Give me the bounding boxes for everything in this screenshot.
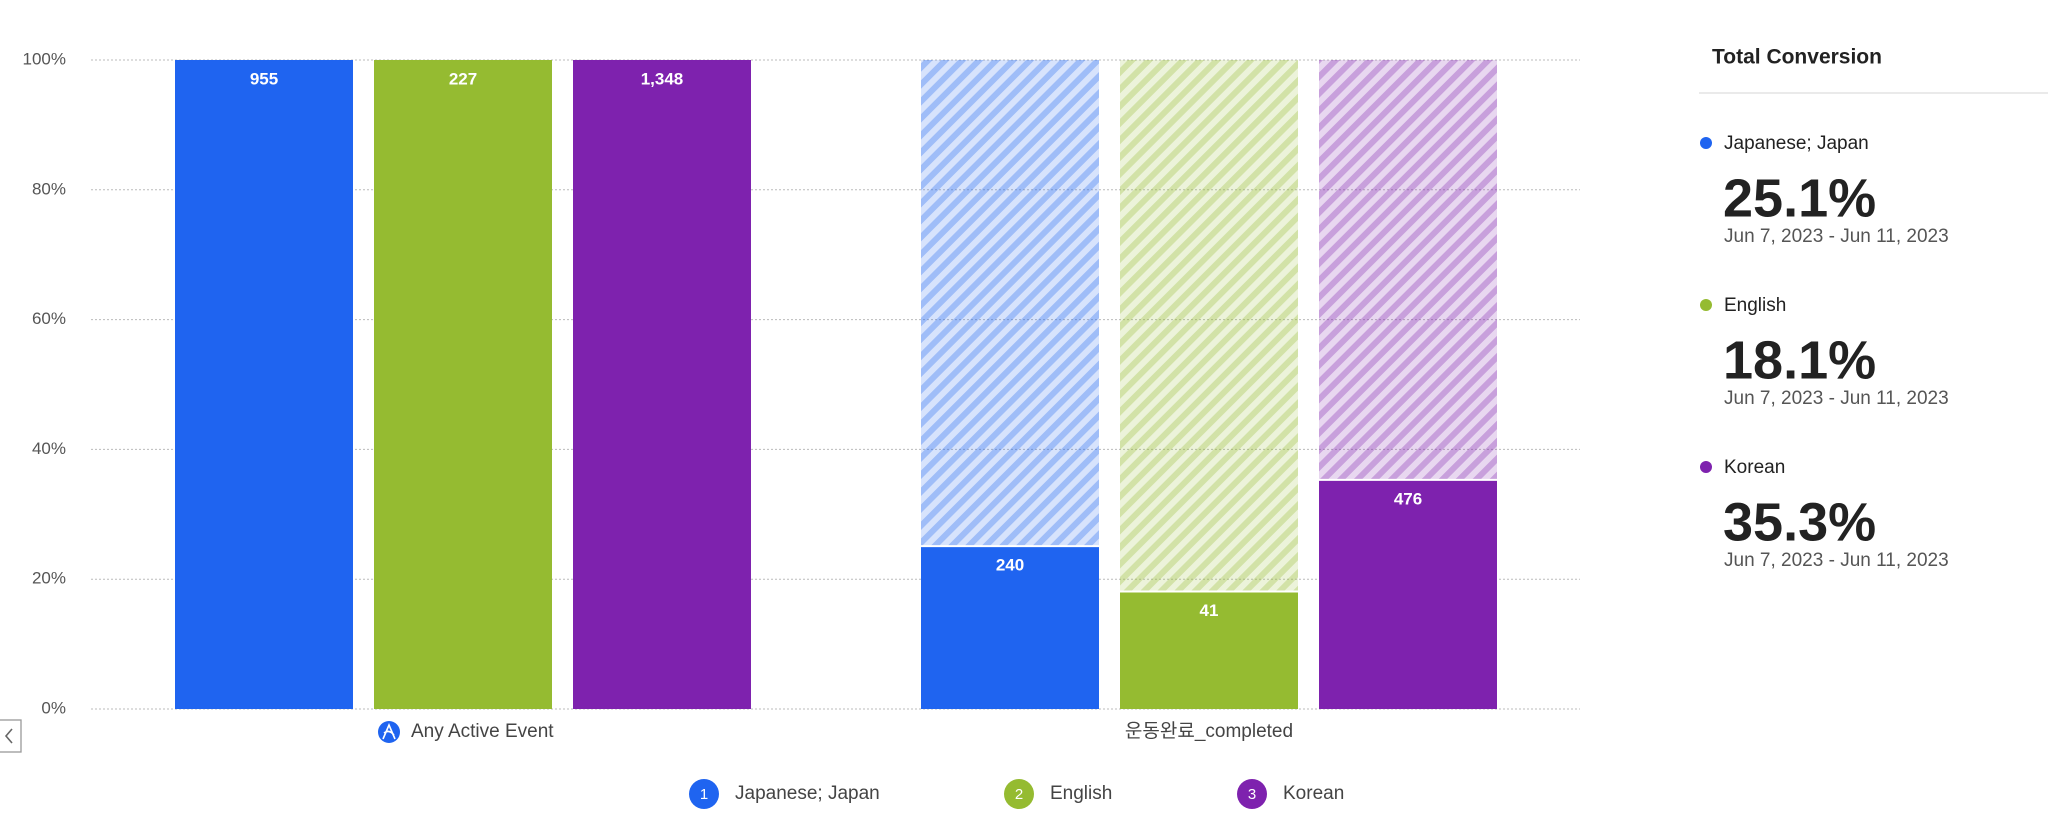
summary-conversion: 18.1% bbox=[1723, 330, 1876, 390]
y-tick-label: 80% bbox=[32, 179, 66, 198]
legend-marker bbox=[1237, 779, 1267, 809]
y-tick-label: 100% bbox=[23, 49, 66, 68]
y-tick-label: 20% bbox=[32, 569, 66, 588]
summary-dot bbox=[1700, 299, 1712, 311]
summary-name: English bbox=[1724, 295, 1786, 316]
legend-marker bbox=[1004, 779, 1034, 809]
y-tick-label: 0% bbox=[41, 698, 66, 717]
dropoff-area bbox=[921, 60, 1099, 547]
summary-dot bbox=[1700, 461, 1712, 473]
legend-index: 1 bbox=[700, 786, 708, 803]
bar bbox=[573, 60, 751, 709]
summary-conversion: 25.1% bbox=[1723, 168, 1876, 228]
count-label: 240 bbox=[996, 556, 1024, 575]
dropoff-area bbox=[1120, 60, 1298, 592]
count-label: 227 bbox=[449, 69, 477, 88]
y-tick-label: 60% bbox=[32, 309, 66, 328]
summary-date: Jun 7, 2023 - Jun 11, 2023 bbox=[1724, 550, 1949, 571]
legend-label: English bbox=[1050, 783, 1112, 804]
bar bbox=[374, 60, 552, 709]
x-tick-label: Any Active Event bbox=[411, 721, 554, 742]
count-label: 1,348 bbox=[641, 69, 684, 88]
summary-date: Jun 7, 2023 - Jun 11, 2023 bbox=[1724, 226, 1949, 247]
dropoff-area bbox=[1319, 60, 1497, 480]
summary-date: Jun 7, 2023 - Jun 11, 2023 bbox=[1724, 388, 1949, 409]
collapse-button[interactable] bbox=[0, 719, 22, 753]
legend-item[interactable]: 3 Korean bbox=[1237, 779, 1344, 809]
bar bbox=[921, 546, 1099, 709]
y-tick-label: 40% bbox=[32, 439, 66, 458]
legend-index: 2 bbox=[1015, 786, 1023, 803]
legend-marker bbox=[689, 779, 719, 809]
count-label: 955 bbox=[250, 69, 278, 88]
event-icon bbox=[378, 721, 400, 743]
legend-label: Korean bbox=[1283, 783, 1344, 804]
legend-label: Japanese; Japan bbox=[735, 783, 880, 804]
bar bbox=[175, 60, 353, 709]
summary-name: Korean bbox=[1724, 457, 1785, 478]
legend-item[interactable]: 2 English bbox=[1004, 779, 1112, 809]
legend-index: 3 bbox=[1248, 786, 1256, 803]
summary-name: Japanese; Japan bbox=[1724, 133, 1869, 154]
x-tick-label: 운동완료_completed bbox=[1125, 720, 1293, 742]
summary-dot bbox=[1700, 137, 1712, 149]
count-label: 41 bbox=[1200, 601, 1219, 620]
count-label: 476 bbox=[1394, 489, 1422, 508]
bar bbox=[1120, 591, 1298, 709]
legend-item[interactable]: 1 Japanese; Japan bbox=[689, 779, 880, 809]
summary-title: Total Conversion bbox=[1712, 46, 1882, 69]
bar bbox=[1319, 479, 1497, 709]
event-icon-glyph bbox=[382, 722, 396, 740]
summary-conversion: 35.3% bbox=[1723, 492, 1876, 552]
